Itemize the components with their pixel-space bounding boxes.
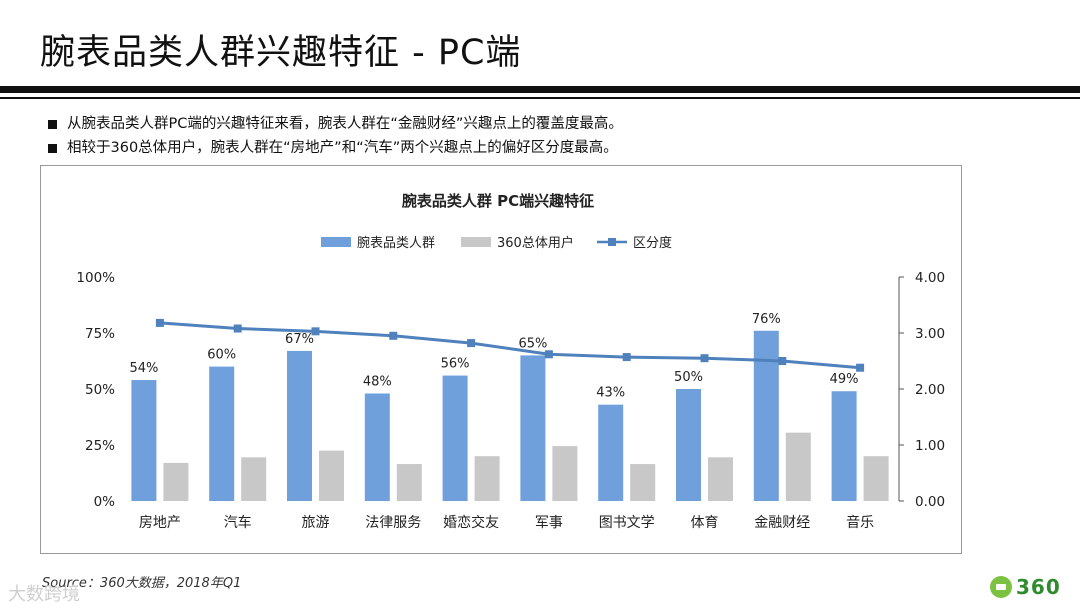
- legend-label: 腕表品类人群: [357, 235, 435, 251]
- bar-overall-users: [319, 450, 344, 501]
- y-right-tick-label: 4.00: [915, 270, 945, 286]
- bar-data-label: 54%: [129, 361, 158, 376]
- bar-wrist-watch-group: [287, 350, 312, 501]
- line-point-marker: [778, 357, 787, 365]
- page-title: 腕表品类人群兴趣特征 - PC端: [40, 33, 522, 73]
- bullet-item: 相较于360总体用户，腕表人群在“房地产”和“汽车”两个兴趣点上的偏好区分度最高…: [48, 136, 623, 160]
- line-point-marker: [389, 331, 398, 340]
- line-point-marker: [700, 354, 709, 363]
- legend-swatch-overall: [461, 237, 491, 247]
- bar-data-label: 43%: [596, 386, 625, 401]
- legend-line-marker: [608, 238, 616, 246]
- bar-overall-users: [163, 462, 189, 501]
- bar-data-label: 76%: [752, 312, 781, 327]
- bullet-text: 相较于360总体用户，腕表人群在“房地产”和“汽车”两个兴趣点上的偏好区分度最高…: [67, 140, 618, 156]
- brand-logo: 360: [990, 575, 1061, 599]
- chart-title: 腕表品类人群 PC端兴趣特征: [402, 192, 594, 210]
- bar-data-label: 67%: [285, 332, 314, 347]
- y-left-tick-label: 0%: [94, 494, 116, 510]
- legend-swatch-wrist: [321, 237, 351, 247]
- legend-label: 区分度: [633, 235, 672, 251]
- line-point-marker: [311, 327, 320, 336]
- bullet-list: 从腕表品类人群PC端的兴趣特征来看，腕表人群在“金融财经”兴趣点上的覆盖度最高。…: [48, 112, 623, 160]
- title-divider-thin: [0, 97, 1080, 99]
- bullet-square-icon: [48, 143, 57, 153]
- bar-data-label: 60%: [207, 348, 236, 363]
- logo-text: 360: [1016, 575, 1061, 599]
- x-tick-label: 军事: [535, 515, 563, 531]
- line-differentiation: [159, 321, 861, 370]
- legend-label: 360总体用户: [497, 235, 574, 251]
- bullet-text: 从腕表品类人群PC端的兴趣特征来看，腕表人群在“金融财经”兴趣点上的覆盖度最高。: [67, 116, 623, 132]
- bar-wrist-watch-group: [364, 393, 390, 501]
- x-tick-label: 法律服务: [365, 515, 421, 531]
- line-point-marker: [467, 339, 476, 348]
- bar-overall-users: [241, 457, 267, 501]
- x-tick-label: 婚恋交友: [443, 514, 499, 531]
- bullet-square-icon: [48, 119, 57, 129]
- bar-overall-users: [474, 456, 500, 501]
- x-tick-label: 房地产: [139, 515, 181, 531]
- y-right-tick-label: 0.00: [915, 494, 945, 510]
- y-left-tick-label: 75%: [85, 326, 115, 342]
- logo-circle-icon: [990, 576, 1012, 598]
- x-tick-label: 汽车: [224, 514, 252, 531]
- x-tick-label: 音乐: [846, 514, 874, 531]
- x-tick-label: 体育: [691, 515, 719, 531]
- y-left-tick-label: 25%: [85, 438, 115, 454]
- bar-data-label: 65%: [518, 336, 547, 351]
- bar-wrist-watch-group: [831, 391, 857, 501]
- bullet-item: 从腕表品类人群PC端的兴趣特征来看，腕表人群在“金融财经”兴趣点上的覆盖度最高。: [48, 112, 623, 136]
- line-point-marker: [155, 318, 164, 327]
- line-point-marker: [622, 353, 631, 362]
- bar-wrist-watch-group: [598, 404, 624, 501]
- bar-data-label: 50%: [674, 370, 703, 385]
- x-tick-label: 旅游: [302, 515, 330, 531]
- y-right-tick-label: 1.00: [915, 438, 945, 454]
- bar-data-label: 56%: [441, 357, 470, 372]
- bar-wrist-watch-group: [520, 355, 546, 501]
- bar-data-label: 48%: [363, 374, 392, 389]
- chart-container: 腕表品类人群 PC端兴趣特征腕表品类人群 360总体用户 区分度 0% 25% 50% 75…: [40, 165, 962, 554]
- bar-data-label: 49%: [830, 372, 859, 387]
- bar-overall-users: [552, 446, 578, 501]
- y-right-tick-label: 3.00: [915, 326, 945, 342]
- bar-wrist-watch-group: [676, 389, 701, 501]
- line-point-marker: [544, 350, 553, 359]
- y-left-tick-label: 50%: [85, 382, 115, 398]
- bar-wrist-watch-group: [209, 366, 235, 501]
- bar-overall-users: [396, 464, 422, 501]
- bar-wrist-watch-group: [442, 375, 468, 501]
- bar-overall-users: [630, 464, 656, 501]
- bar-overall-users: [785, 432, 811, 501]
- y-left-tick-label: 100%: [76, 270, 115, 286]
- source-note: Source：360大数据，2018年Q1: [42, 576, 242, 591]
- x-tick-label: 图书文学: [599, 515, 655, 531]
- line-point-marker: [856, 363, 865, 372]
- bar-wrist-watch-group: [753, 330, 779, 501]
- x-tick-label: 金融财经: [754, 515, 810, 531]
- title-divider-thick: [0, 86, 1080, 93]
- y-right-tick-label: 2.00: [915, 382, 945, 398]
- bar-overall-users: [863, 456, 889, 501]
- watermark: 大数跨境: [8, 584, 80, 605]
- line-point-marker: [233, 324, 242, 333]
- bar-wrist-watch-group: [131, 380, 157, 501]
- bar-overall-users: [708, 457, 733, 501]
